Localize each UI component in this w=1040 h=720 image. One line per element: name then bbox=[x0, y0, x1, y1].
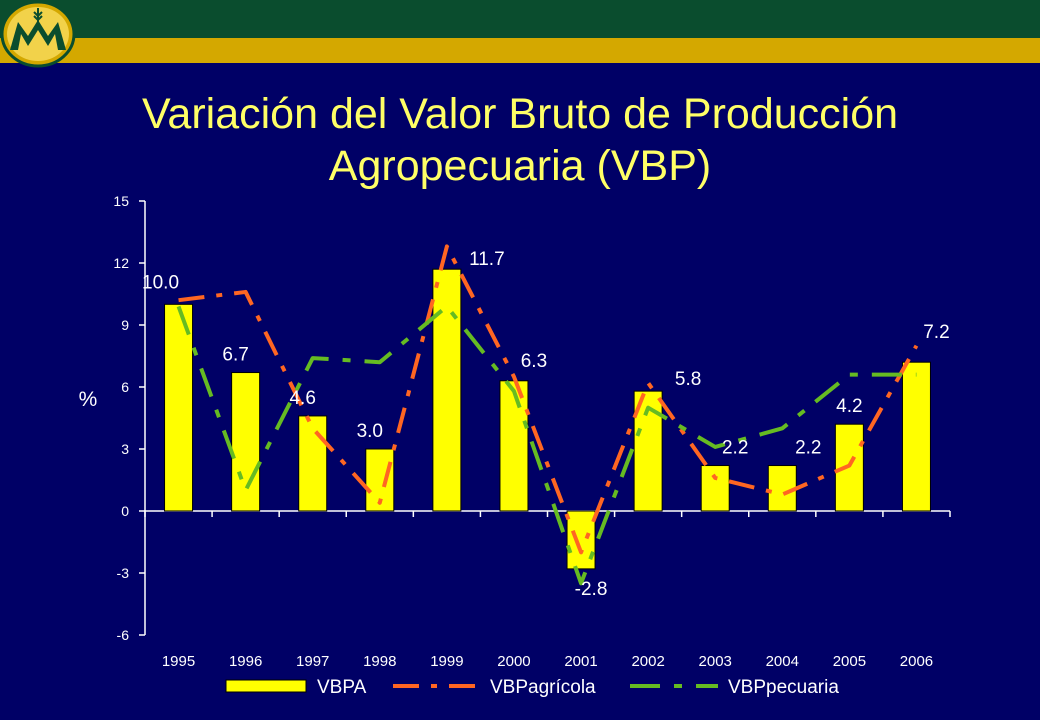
line-vbpagricola bbox=[178, 244, 919, 555]
bar-vbpa bbox=[432, 268, 462, 512]
x-tick-label: 2001 bbox=[564, 653, 597, 670]
bar-vbpa bbox=[700, 465, 730, 512]
data-label: 7.2 bbox=[923, 322, 949, 343]
data-label: 2.2 bbox=[722, 438, 748, 459]
x-tick-label: 1999 bbox=[430, 653, 463, 670]
legend-label-vbpa: VBPA bbox=[317, 677, 367, 698]
x-tick-label: 2005 bbox=[833, 653, 866, 670]
data-label: 10.0 bbox=[142, 272, 179, 293]
data-label: 5.8 bbox=[675, 369, 701, 390]
x-tick-label: 1996 bbox=[229, 653, 262, 670]
y-tick-label: 9 bbox=[121, 317, 129, 333]
data-label: 6.7 bbox=[222, 345, 248, 366]
x-tick-label: 2000 bbox=[497, 653, 530, 670]
x-tick-label: 2003 bbox=[699, 653, 732, 670]
legend-swatch-vbpa bbox=[225, 679, 307, 693]
header-band-green bbox=[0, 0, 1040, 38]
chart-title: Variación del Valor Bruto de Producción … bbox=[0, 88, 1040, 192]
data-label: 2.2 bbox=[795, 438, 821, 459]
y-tick-label: 15 bbox=[113, 193, 129, 209]
legend-label-vbpagricola: VBPagrícola bbox=[490, 677, 596, 698]
x-tick-label: 2002 bbox=[631, 653, 664, 670]
y-tick-label: 0 bbox=[121, 503, 129, 519]
y-tick-label: 6 bbox=[121, 379, 129, 395]
line-vbppecuaria bbox=[176, 304, 917, 586]
bar-vbpa bbox=[901, 361, 931, 512]
y-tick-label: 3 bbox=[121, 441, 129, 457]
x-tick-label: 2006 bbox=[900, 653, 933, 670]
bar-vbpa bbox=[164, 303, 194, 512]
bar-vbpa bbox=[231, 372, 261, 512]
data-label: 6.3 bbox=[521, 351, 547, 372]
bar-vbpa bbox=[499, 380, 529, 512]
chart-title-line-1: Variación del Valor Bruto de Producción bbox=[141, 90, 899, 138]
chart-title-line-2: Agropecuaria (VBP) bbox=[328, 142, 712, 190]
bar-vbpa bbox=[298, 415, 328, 512]
data-label: 3.0 bbox=[357, 421, 383, 442]
data-label: 4.2 bbox=[836, 396, 862, 417]
y-tick-label: -6 bbox=[117, 627, 130, 643]
x-tick-label: 1995 bbox=[162, 653, 195, 670]
y-axis-label: % bbox=[79, 388, 98, 411]
x-tick-label: 1997 bbox=[296, 653, 329, 670]
y-tick-label: 12 bbox=[113, 255, 129, 271]
wheat-emblem-logo bbox=[0, 0, 76, 68]
legend-label-vbppecuaria: VBPpecuaria bbox=[728, 677, 839, 698]
data-label: 4.6 bbox=[289, 388, 315, 409]
bar-vbpa bbox=[566, 510, 596, 570]
data-label: 11.7 bbox=[469, 249, 505, 270]
x-tick-label: 2004 bbox=[766, 653, 799, 670]
y-tick-label: -3 bbox=[117, 565, 130, 581]
data-label: -2.8 bbox=[575, 579, 608, 600]
header-band-gold bbox=[0, 38, 1040, 63]
x-tick-label: 1998 bbox=[363, 653, 396, 670]
